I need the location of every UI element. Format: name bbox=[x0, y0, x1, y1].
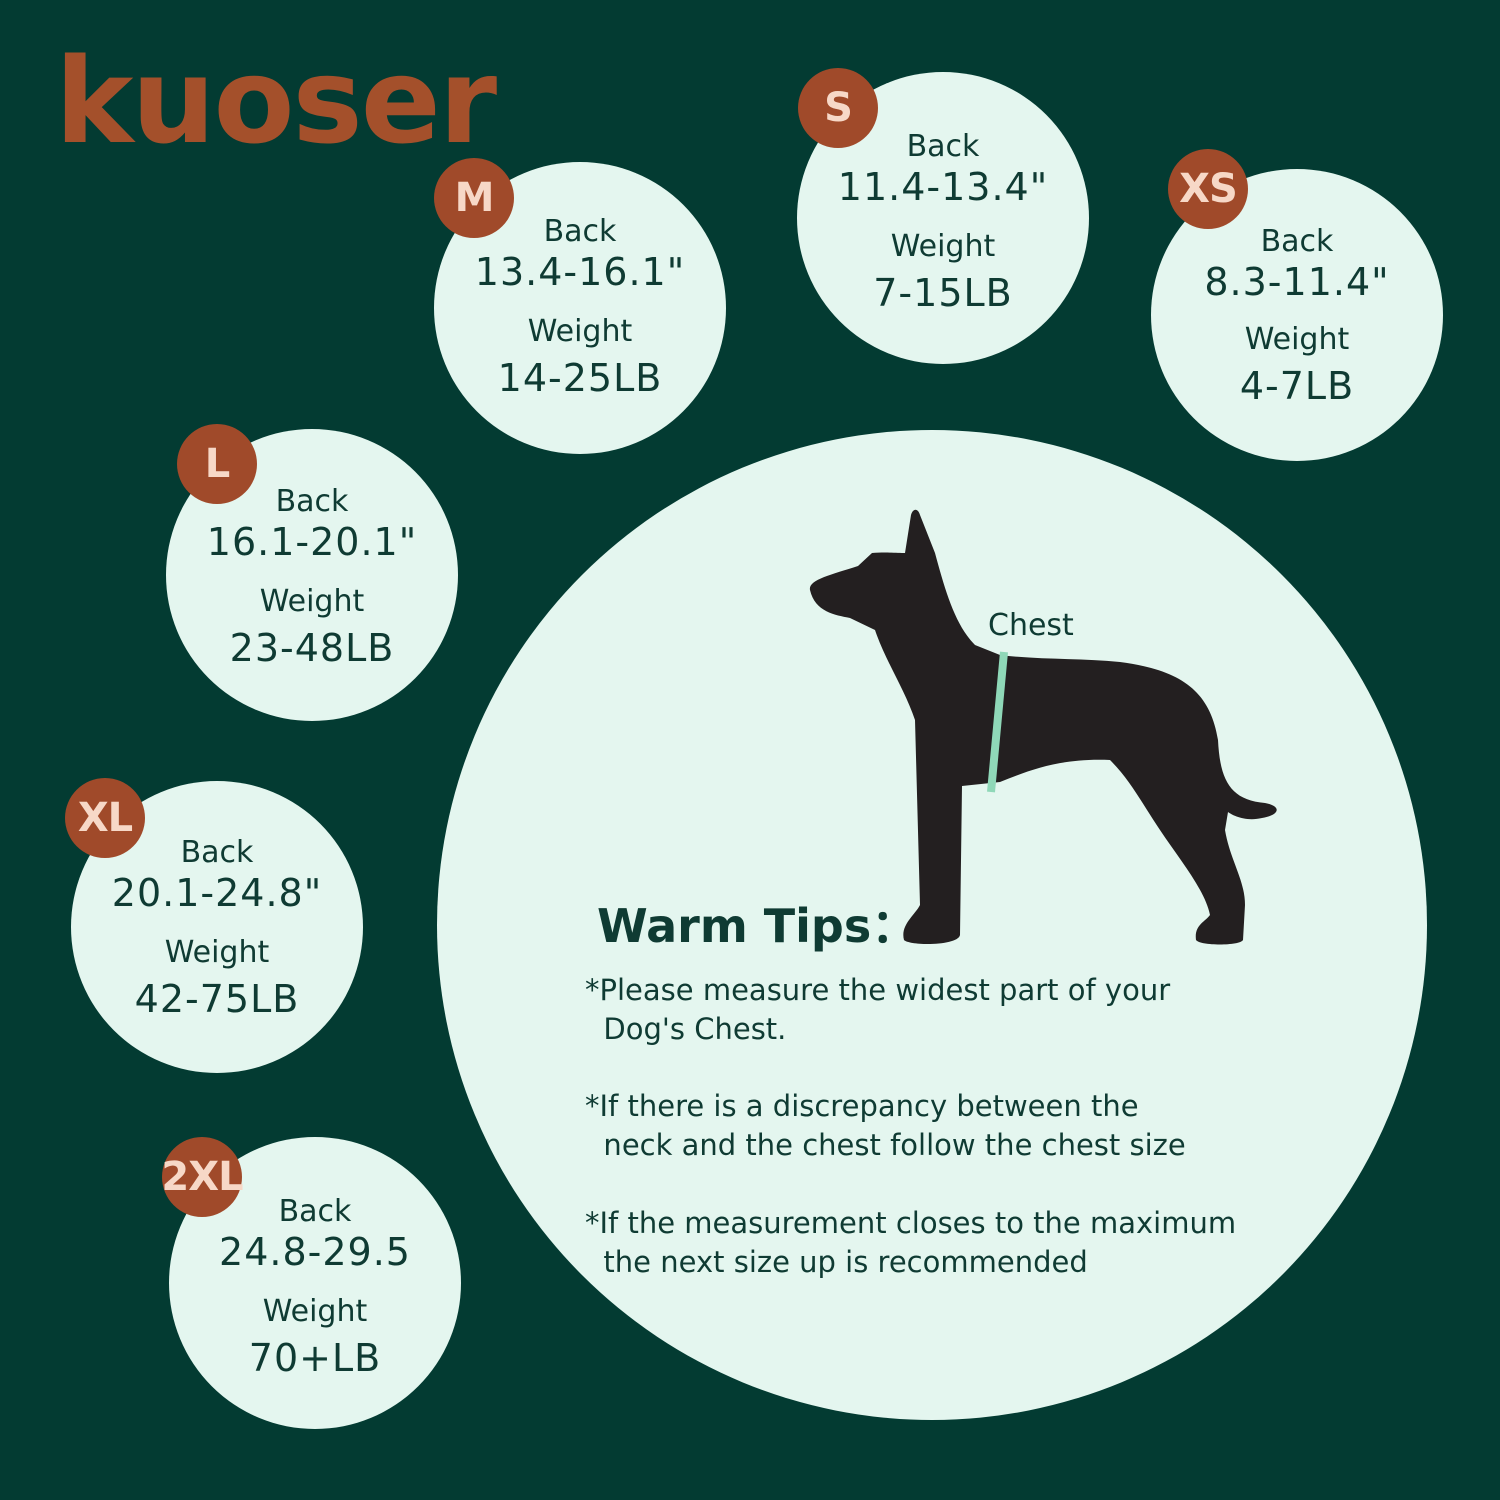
back-label: Back bbox=[180, 835, 254, 870]
back-label: Back bbox=[278, 1194, 352, 1229]
weight-label: Weight bbox=[262, 1294, 368, 1329]
weight-label: Weight bbox=[890, 229, 996, 264]
tips-title: Warm Tips： bbox=[597, 899, 918, 953]
weight-value: 70+LB bbox=[248, 1336, 382, 1380]
back-label: Back bbox=[275, 484, 349, 519]
back-value: 24.8-29.5 bbox=[219, 1230, 411, 1274]
tip-item: *Please measure the widest part of your … bbox=[585, 973, 1171, 1046]
measuring-tape-icon bbox=[987, 651, 1008, 793]
size-badge-l: L bbox=[177, 424, 257, 504]
weight-value: 23-48LB bbox=[229, 626, 395, 670]
chest-label: Chest bbox=[988, 608, 1074, 643]
weight-value: 7-15LB bbox=[873, 271, 1013, 315]
back-value: 20.1-24.8" bbox=[111, 871, 323, 915]
back-value: 8.3-11.4" bbox=[1204, 260, 1390, 304]
back-label: Back bbox=[1260, 224, 1334, 259]
weight-label: Weight bbox=[259, 584, 365, 619]
weight-value: 14-25LB bbox=[497, 356, 663, 400]
back-value: 16.1-20.1" bbox=[206, 520, 418, 564]
size-badge-m: M bbox=[434, 158, 514, 238]
back-value: 13.4-16.1" bbox=[474, 250, 686, 294]
weight-value: 4-7LB bbox=[1239, 364, 1355, 408]
back-label: Back bbox=[543, 214, 617, 249]
size-badge-xs: XS bbox=[1168, 149, 1248, 229]
weight-value: 42-75LB bbox=[134, 977, 300, 1021]
size-badge-xl: XL bbox=[65, 778, 145, 858]
weight-label: Weight bbox=[1244, 322, 1350, 357]
weight-label: Weight bbox=[164, 935, 270, 970]
back-value: 11.4-13.4" bbox=[837, 165, 1049, 209]
size-badge-s: S bbox=[798, 68, 878, 148]
size-badge-2xl: 2XL bbox=[161, 1137, 244, 1217]
brand-logo: kuoser bbox=[55, 32, 497, 170]
tip-item: *If the measurement closes to the maximu… bbox=[585, 1206, 1237, 1279]
tip-item: *If there is a discrepancy between the n… bbox=[585, 1089, 1186, 1162]
back-label: Back bbox=[906, 129, 980, 164]
weight-label: Weight bbox=[527, 314, 633, 349]
